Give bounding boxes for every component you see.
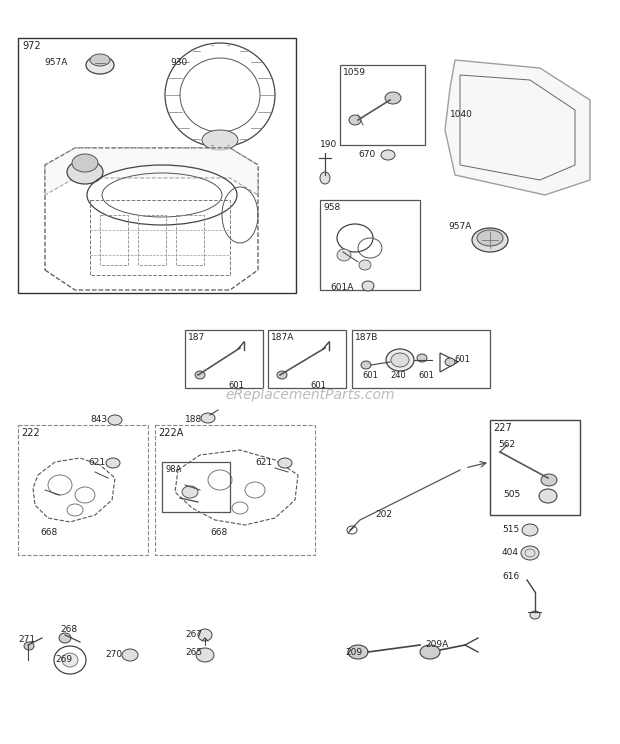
Text: 188: 188 [185, 415, 202, 424]
Text: 222: 222 [21, 428, 40, 438]
Text: 98A: 98A [165, 465, 182, 474]
Text: 268: 268 [60, 625, 77, 634]
Ellipse shape [86, 56, 114, 74]
Ellipse shape [472, 228, 508, 252]
Text: 187B: 187B [355, 333, 378, 342]
Text: 601: 601 [310, 381, 326, 390]
Ellipse shape [62, 653, 78, 667]
Bar [90, 200, 230, 275]
Text: 601: 601 [228, 381, 244, 390]
Ellipse shape [24, 642, 34, 650]
Text: 958: 958 [323, 203, 340, 212]
Bar [340, 65, 425, 145]
Ellipse shape [381, 150, 395, 160]
Text: 271: 271 [18, 635, 35, 644]
Ellipse shape [522, 524, 538, 536]
Text: 267: 267 [185, 630, 202, 639]
Ellipse shape [106, 458, 120, 468]
Text: 972: 972 [22, 41, 41, 51]
Text: 562: 562 [498, 440, 515, 449]
Text: 270: 270 [105, 650, 122, 659]
Text: 601: 601 [454, 355, 470, 364]
Text: 668: 668 [40, 528, 57, 537]
Text: 265: 265 [185, 648, 202, 657]
Polygon shape [45, 148, 258, 195]
Ellipse shape [195, 371, 205, 379]
Ellipse shape [386, 349, 414, 371]
Bar [268, 330, 346, 388]
Text: 1059: 1059 [343, 68, 366, 77]
Text: 202: 202 [375, 510, 392, 519]
Ellipse shape [201, 413, 215, 423]
Ellipse shape [202, 130, 238, 150]
Text: 616: 616 [502, 572, 520, 581]
Bar [352, 330, 490, 388]
Ellipse shape [108, 415, 122, 425]
Text: 187: 187 [188, 333, 205, 342]
Bar [185, 330, 263, 388]
Ellipse shape [385, 92, 401, 104]
Ellipse shape [198, 629, 212, 641]
Bar [138, 215, 166, 265]
Ellipse shape [417, 354, 427, 362]
Text: 505: 505 [503, 490, 520, 499]
Ellipse shape [90, 54, 110, 66]
Ellipse shape [348, 645, 368, 659]
Bar [18, 38, 296, 293]
Text: 209: 209 [345, 648, 362, 657]
Bar [155, 425, 315, 555]
Polygon shape [445, 60, 590, 195]
Ellipse shape [521, 546, 539, 560]
Text: 621: 621 [255, 458, 272, 467]
Text: 515: 515 [502, 525, 520, 534]
Ellipse shape [122, 649, 138, 661]
Ellipse shape [477, 230, 503, 246]
Text: 190: 190 [320, 140, 337, 149]
Ellipse shape [320, 172, 330, 184]
Text: 670: 670 [358, 150, 375, 159]
Ellipse shape [445, 358, 455, 366]
Ellipse shape [391, 353, 409, 367]
Ellipse shape [541, 474, 557, 486]
Text: 668: 668 [210, 528, 228, 537]
Bar [176, 215, 204, 265]
Text: 601A: 601A [330, 283, 353, 292]
Ellipse shape [362, 281, 374, 291]
Ellipse shape [349, 115, 361, 125]
Ellipse shape [361, 361, 371, 369]
Text: 227: 227 [493, 423, 512, 433]
Bar [162, 462, 230, 512]
Text: 601: 601 [418, 371, 434, 380]
Text: 269: 269 [55, 655, 72, 664]
Bar [320, 200, 420, 290]
Text: 957A: 957A [448, 222, 471, 231]
Text: 930: 930 [170, 58, 187, 67]
Text: 404: 404 [502, 548, 519, 557]
Bar [18, 425, 148, 555]
Text: 240: 240 [390, 371, 405, 380]
Ellipse shape [530, 611, 540, 619]
Text: 843: 843 [90, 415, 107, 424]
Ellipse shape [277, 371, 287, 379]
Text: 222A: 222A [158, 428, 184, 438]
Text: 187A: 187A [271, 333, 294, 342]
Ellipse shape [67, 160, 103, 184]
Ellipse shape [182, 486, 198, 498]
Ellipse shape [59, 633, 71, 643]
Text: 1040: 1040 [450, 110, 473, 119]
Bar [490, 420, 580, 515]
Ellipse shape [196, 648, 214, 662]
Text: 209A: 209A [425, 640, 448, 649]
Ellipse shape [337, 249, 351, 261]
Text: 957A: 957A [44, 58, 68, 67]
Text: eReplacementParts.com: eReplacementParts.com [225, 388, 395, 402]
Ellipse shape [539, 489, 557, 503]
Ellipse shape [278, 458, 292, 468]
Bar [100, 215, 128, 265]
Text: 601: 601 [362, 371, 378, 380]
Ellipse shape [72, 154, 98, 172]
Ellipse shape [359, 260, 371, 270]
Ellipse shape [420, 645, 440, 659]
Text: 621: 621 [88, 458, 105, 467]
